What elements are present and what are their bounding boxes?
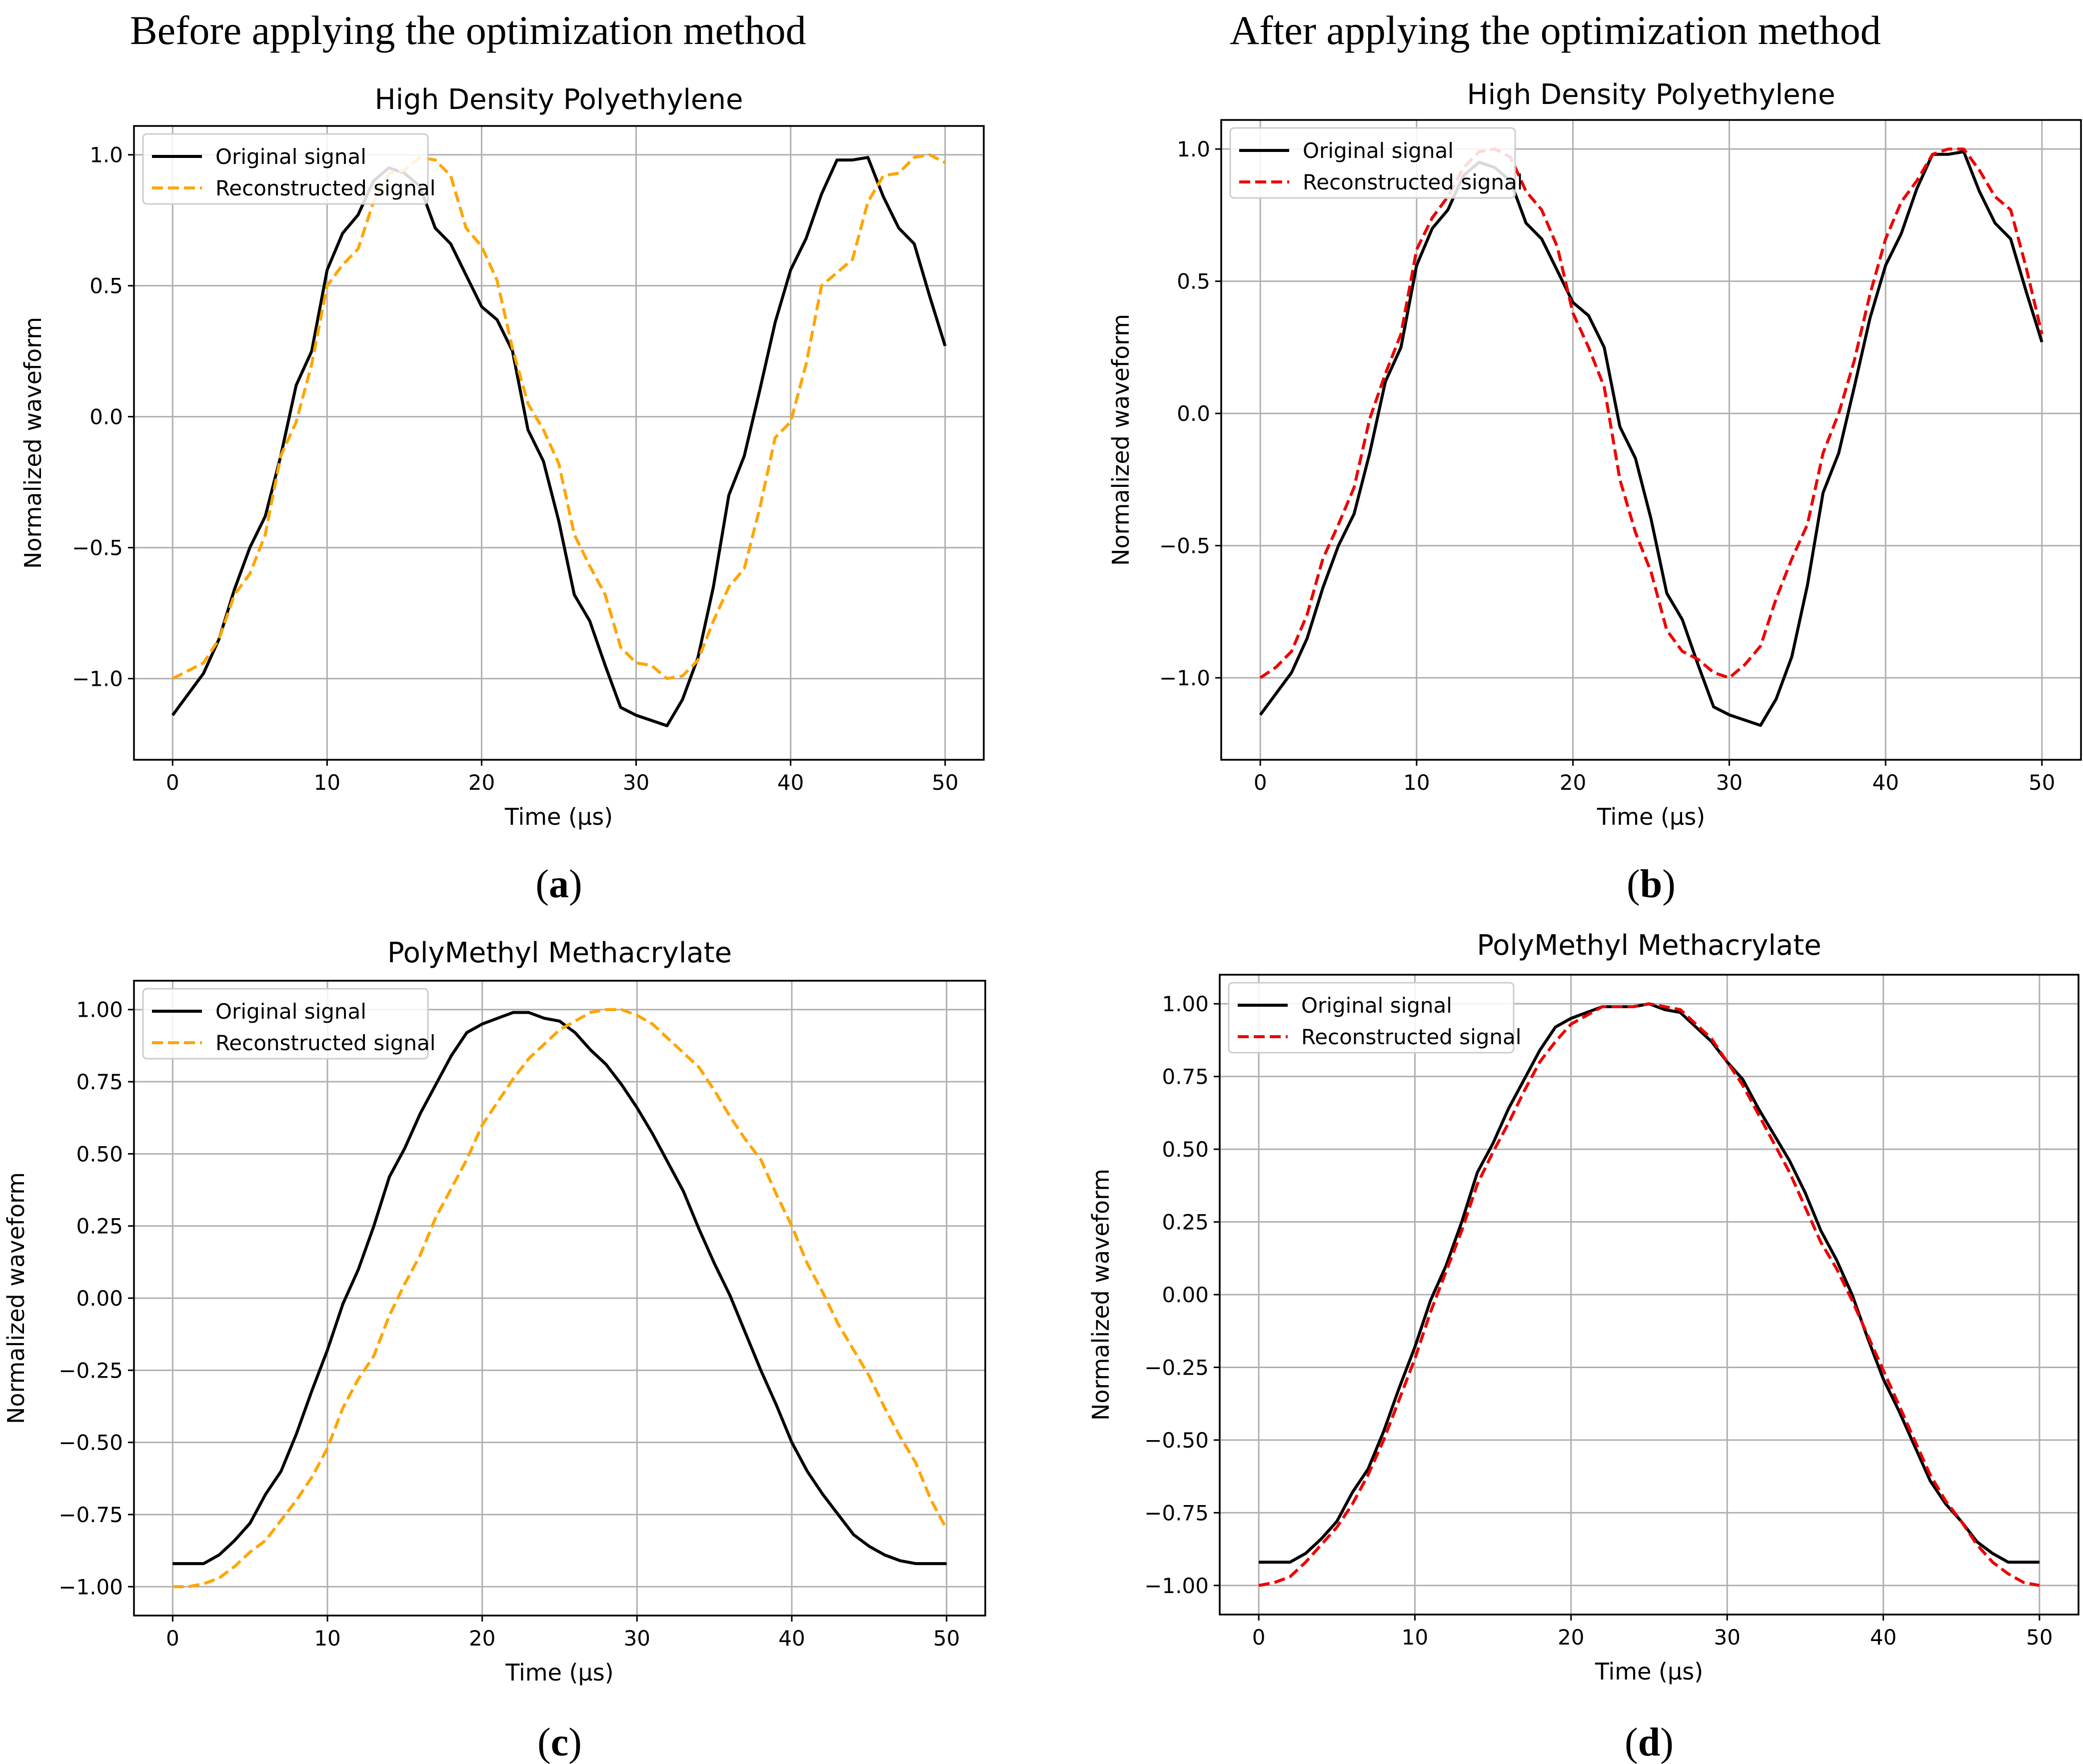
x-tick-label: 0	[166, 1626, 179, 1651]
x-tick-label: 10	[1403, 770, 1430, 795]
y-axis-label: Normalized waveform	[2, 1172, 29, 1424]
y-axis-label: Normalized waveform	[1087, 1169, 1114, 1421]
y-tick-label: 1.00	[1162, 992, 1209, 1016]
panel-d: PolyMethyl Methacrylate 0 10 20 30 40 50 −1.00 −…	[1087, 929, 2080, 1764]
x-tick-label: 30	[624, 1626, 650, 1651]
y-tick-label: −0.5	[1159, 534, 1210, 558]
x-axis-label: Time (µs)	[1597, 803, 1705, 830]
axes-frame	[133, 980, 986, 1617]
x-tick-label: 20	[468, 770, 495, 795]
left-column-title: Before applying the optimization method	[130, 7, 806, 53]
x-axis-label: Time (µs)	[505, 1659, 613, 1686]
y-tick-label: 0.0	[1177, 401, 1210, 426]
y-tick-label: 0.25	[76, 1214, 123, 1239]
legend-label: Original signal	[1301, 993, 1452, 1018]
legend-box	[142, 988, 429, 1060]
panel-c: PolyMethyl Methacrylate 0 10 20 30 40 50 −1.00 −…	[2, 937, 986, 1764]
y-axis-label: Normalized waveform	[1107, 314, 1134, 566]
legend-label: Original signal	[215, 144, 366, 169]
y-tick-label: −0.25	[58, 1358, 123, 1383]
x-tick-label: 40	[1872, 770, 1899, 795]
axes-frame	[1220, 119, 2082, 761]
subfigure-label: (a)	[535, 862, 582, 906]
y-tick-label: 1.0	[89, 143, 123, 167]
original-signal-line	[172, 1011, 947, 1566]
reconstructed-signal-line	[1258, 1002, 2040, 1587]
chart-title: PolyMethyl Methacrylate	[1477, 929, 1821, 962]
subfigure-label: (d)	[1625, 1721, 1674, 1764]
y-tick-label: −0.25	[1144, 1355, 1209, 1380]
y-tick-label: 0.0	[89, 405, 123, 429]
y-tick-label: −0.5	[72, 536, 123, 560]
x-tick-label: 20	[469, 1626, 495, 1651]
x-tick-label: 10	[314, 770, 340, 795]
chart-title: PolyMethyl Methacrylate	[387, 937, 732, 969]
reconstructed-signal-line	[171, 153, 946, 680]
y-tick-label: −0.75	[1144, 1501, 1209, 1525]
y-tick-label: 0.00	[1162, 1283, 1209, 1307]
legend-box	[142, 133, 429, 205]
subfigure-label: (c)	[537, 1721, 582, 1764]
x-tick-label: 30	[1714, 1625, 1740, 1650]
x-tick-label: 30	[623, 770, 649, 795]
y-tick-label: 1.00	[76, 998, 123, 1022]
panel-b: High Density Polyethylene 0 10 20 30 40 50 −1.0…	[1107, 78, 2082, 906]
original-signal-line	[171, 155, 947, 727]
y-tick-label: 1.0	[1177, 137, 1210, 161]
y-tick-label: 0.25	[1162, 1210, 1209, 1235]
chart-title: High Density Polyethylene	[375, 83, 743, 116]
y-tick-label: −0.50	[1144, 1428, 1209, 1453]
axes-frame	[133, 125, 985, 761]
x-tick-label: 50	[2029, 770, 2055, 795]
y-axis-label: Normalized waveform	[19, 317, 46, 569]
legend-label: Reconstructed signal	[1303, 170, 1523, 194]
y-tick-label: 0.5	[1177, 269, 1210, 294]
x-tick-label: 10	[314, 1626, 340, 1651]
axes-frame	[1219, 974, 2080, 1616]
x-tick-label: 0	[1252, 1625, 1266, 1650]
legend-label: Original signal	[1303, 138, 1454, 163]
y-tick-label: −1.00	[1144, 1574, 1209, 1598]
legend-label: Reconstructed signal	[1301, 1025, 1521, 1049]
x-tick-label: 50	[932, 770, 958, 795]
x-tick-label: 40	[777, 770, 804, 795]
y-tick-label: 0.5	[89, 274, 123, 298]
y-tick-label: 0.75	[76, 1070, 123, 1094]
y-tick-label: −1.00	[58, 1575, 123, 1599]
x-axis-label: Time (µs)	[1595, 1658, 1703, 1685]
panel-a: High Density Polyethylene 0 10 20 30 40 50 −1.0…	[19, 83, 985, 906]
x-tick-label: 50	[933, 1626, 960, 1651]
legend-label: Reconstructed signal	[215, 1031, 435, 1055]
legend-box	[1228, 982, 1515, 1054]
x-tick-label: 0	[1254, 770, 1267, 795]
subfigure-label: (b)	[1627, 862, 1676, 906]
x-axis-label: Time (µs)	[504, 803, 613, 830]
y-tick-label: 0.00	[76, 1286, 123, 1311]
y-tick-label: −1.0	[72, 667, 123, 691]
y-tick-label: 0.50	[1162, 1137, 1209, 1162]
reconstructed-signal-line	[1259, 147, 2044, 679]
reconstructed-signal-line	[172, 1008, 948, 1589]
x-tick-label: 20	[1560, 770, 1586, 795]
chart-title: High Density Polyethylene	[1467, 78, 1836, 111]
x-tick-label: 30	[1716, 770, 1743, 795]
x-tick-label: 40	[1870, 1625, 1897, 1650]
x-tick-label: 10	[1402, 1625, 1428, 1650]
y-tick-label: −0.50	[58, 1431, 123, 1455]
x-tick-label: 50	[2026, 1625, 2053, 1650]
legend-label: Original signal	[215, 999, 366, 1024]
y-tick-label: −1.0	[1159, 666, 1210, 690]
right-column-title: After applying the optimization method	[1230, 7, 1881, 53]
x-tick-label: 0	[166, 770, 179, 795]
x-tick-label: 40	[778, 1626, 805, 1651]
y-tick-label: 0.50	[76, 1142, 123, 1166]
original-signal-line	[1259, 150, 2044, 727]
legend-box	[1229, 127, 1516, 199]
legend-label: Reconstructed signal	[215, 176, 435, 200]
y-tick-label: −0.75	[58, 1503, 123, 1527]
y-tick-label: 0.75	[1162, 1065, 1209, 1089]
x-tick-label: 20	[1558, 1625, 1584, 1650]
